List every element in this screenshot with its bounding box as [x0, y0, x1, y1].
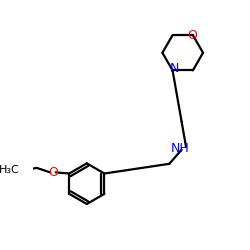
Text: H₃C: H₃C	[0, 165, 19, 175]
Text: NH: NH	[171, 142, 190, 155]
Text: N: N	[170, 62, 179, 74]
Text: O: O	[187, 29, 197, 42]
Text: O: O	[48, 166, 58, 179]
